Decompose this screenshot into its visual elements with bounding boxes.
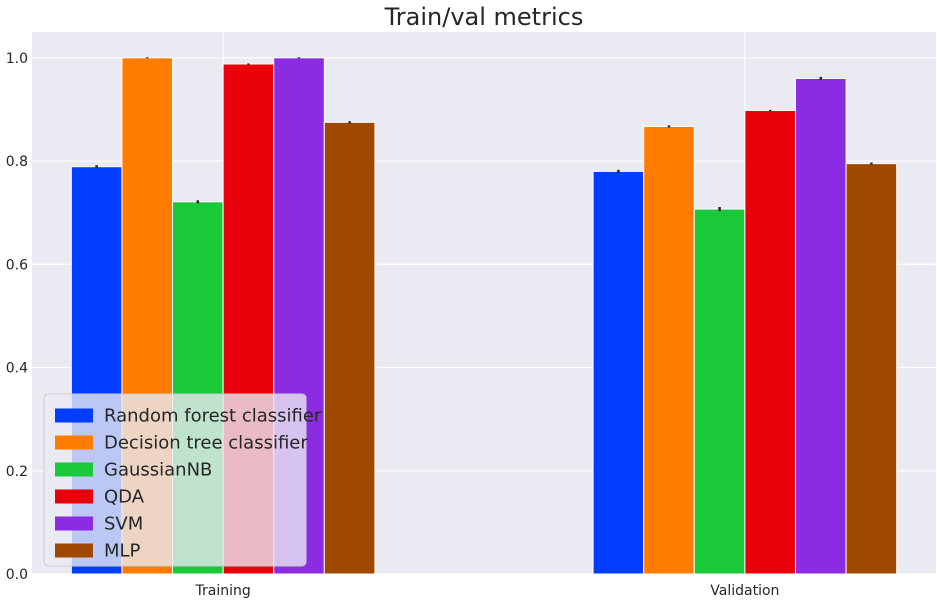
legend-label: MLP <box>104 541 141 562</box>
x-axis-ticks: Training Validation <box>194 583 779 599</box>
legend-label: GaussianNB <box>104 460 212 481</box>
y-tick-label: 1.0 <box>6 51 28 67</box>
legend-label: QDA <box>104 487 145 508</box>
legend-label: SVM <box>104 514 143 535</box>
legend-label: Random forest classifier <box>104 406 322 427</box>
chart-title: Train/val metrics <box>384 3 584 31</box>
legend-swatch <box>55 435 93 450</box>
y-tick-label: 0.2 <box>6 464 28 480</box>
bar <box>643 125 695 575</box>
bar <box>323 121 376 575</box>
legend-swatch <box>55 462 93 477</box>
legend-box <box>43 393 307 567</box>
bar <box>794 77 847 575</box>
legend-swatch <box>55 543 93 558</box>
bar <box>592 170 645 575</box>
legend-swatch <box>55 516 93 531</box>
bar <box>845 163 898 575</box>
y-axis-ticks: 0.0 0.2 0.4 0.6 0.8 1.0 <box>6 51 28 583</box>
y-tick-label: 0.4 <box>6 361 28 377</box>
legend-swatch <box>55 408 93 423</box>
y-tick-label: 0.6 <box>6 257 28 273</box>
bar <box>744 109 796 575</box>
legend-swatch <box>55 489 93 504</box>
legend: Random forest classifier Decision tree cl… <box>43 393 322 567</box>
bar <box>693 208 746 575</box>
legend-label: Decision tree classifier <box>104 433 308 454</box>
x-tick-label: Validation <box>710 583 779 599</box>
y-tick-label: 0.8 <box>6 154 28 170</box>
y-tick-label: 0.0 <box>6 567 28 583</box>
x-tick-label: Training <box>194 583 250 599</box>
